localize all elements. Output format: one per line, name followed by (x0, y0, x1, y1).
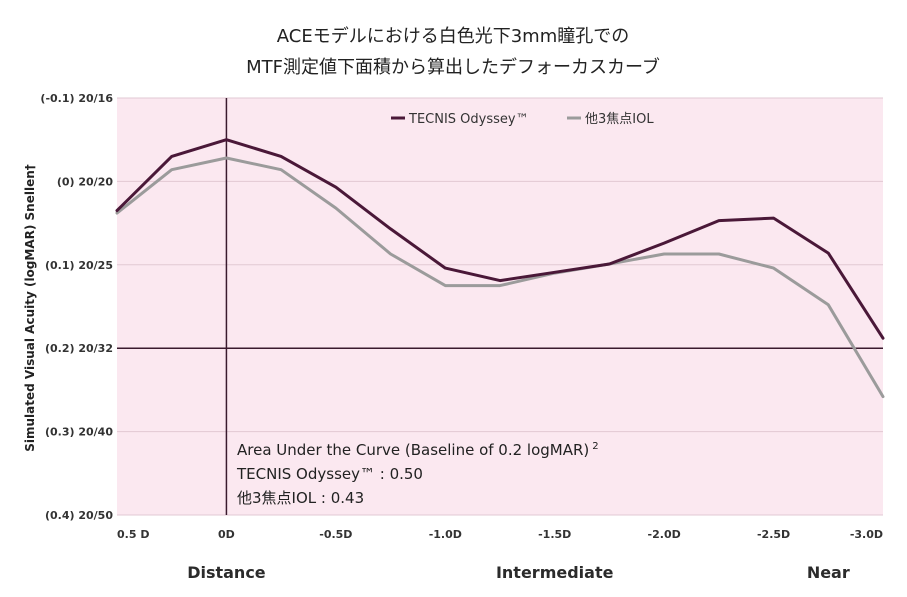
series-line-other (115, 156, 885, 399)
annotation-line-tecnis: TECNIS Odyssey™ : 0.50 (236, 465, 423, 483)
y-tick-label: (0.3) 20/40 (45, 426, 113, 439)
legend-label-tecnis: TECNIS Odyssey™ (408, 112, 529, 127)
x-tick-label: -0.5D (319, 528, 352, 541)
annotation-line-other: 他3焦点IOL : 0.43 (237, 489, 364, 507)
chart-title-line-1: ACEモデルにおける白色光下3mm瞳孔での (277, 26, 629, 47)
region-label: Intermediate (496, 563, 614, 582)
y-tick-label: (-0.1) 20/16 (40, 92, 113, 105)
y-tick-label: (0.1) 20/25 (45, 259, 113, 272)
x-tick-labels: 0.5 D 0D -0.5D -1.0D -1.5D -2.0D -2.5D -3.0D (117, 528, 883, 541)
y-tick-labels: (-0.1) 20/16 (0) 20/20 (0.1) 20/25 (0.2) 20… (40, 92, 113, 522)
region-labels: Distance Intermediate Near (187, 563, 850, 582)
x-tick-label: -3.0D (850, 528, 883, 541)
x-tick-label: -1.5D (538, 528, 571, 541)
series-line-tecnis (115, 138, 885, 340)
legend-label-other: 他3焦点IOL (585, 112, 654, 127)
x-tick-label: -2.5D (757, 528, 790, 541)
chart-title-line-2: MTF測定値下面積から算出したデフォーカスカーブ (246, 56, 660, 78)
x-tick-label: -1.0D (429, 528, 462, 541)
x-tick-label: 0D (218, 528, 235, 541)
x-tick-label: 0.5 D (117, 528, 149, 541)
region-label: Near (807, 563, 850, 582)
legend: TECNIS Odyssey™ 他3焦点IOL (391, 112, 654, 127)
auc-annotation: Area Under the Curve (Baseline of 0.2 lo… (236, 441, 599, 507)
y-tick-label: (0.4) 20/50 (45, 509, 113, 522)
x-tick-label: -2.0D (648, 528, 681, 541)
annotation-superscript: 2 (592, 441, 598, 452)
annotation-heading: Area Under the Curve (Baseline of 0.2 lo… (237, 441, 599, 459)
plot-area (117, 98, 883, 515)
series-lines (115, 138, 885, 399)
region-label: Distance (187, 563, 266, 582)
y-tick-label: (0) 20/20 (57, 175, 114, 188)
axes (117, 98, 883, 515)
y-axis-label: Simulated Visual Acuity (logMAR) Snellen… (23, 164, 37, 452)
y-tick-label: (0.2) 20/32 (45, 342, 113, 355)
